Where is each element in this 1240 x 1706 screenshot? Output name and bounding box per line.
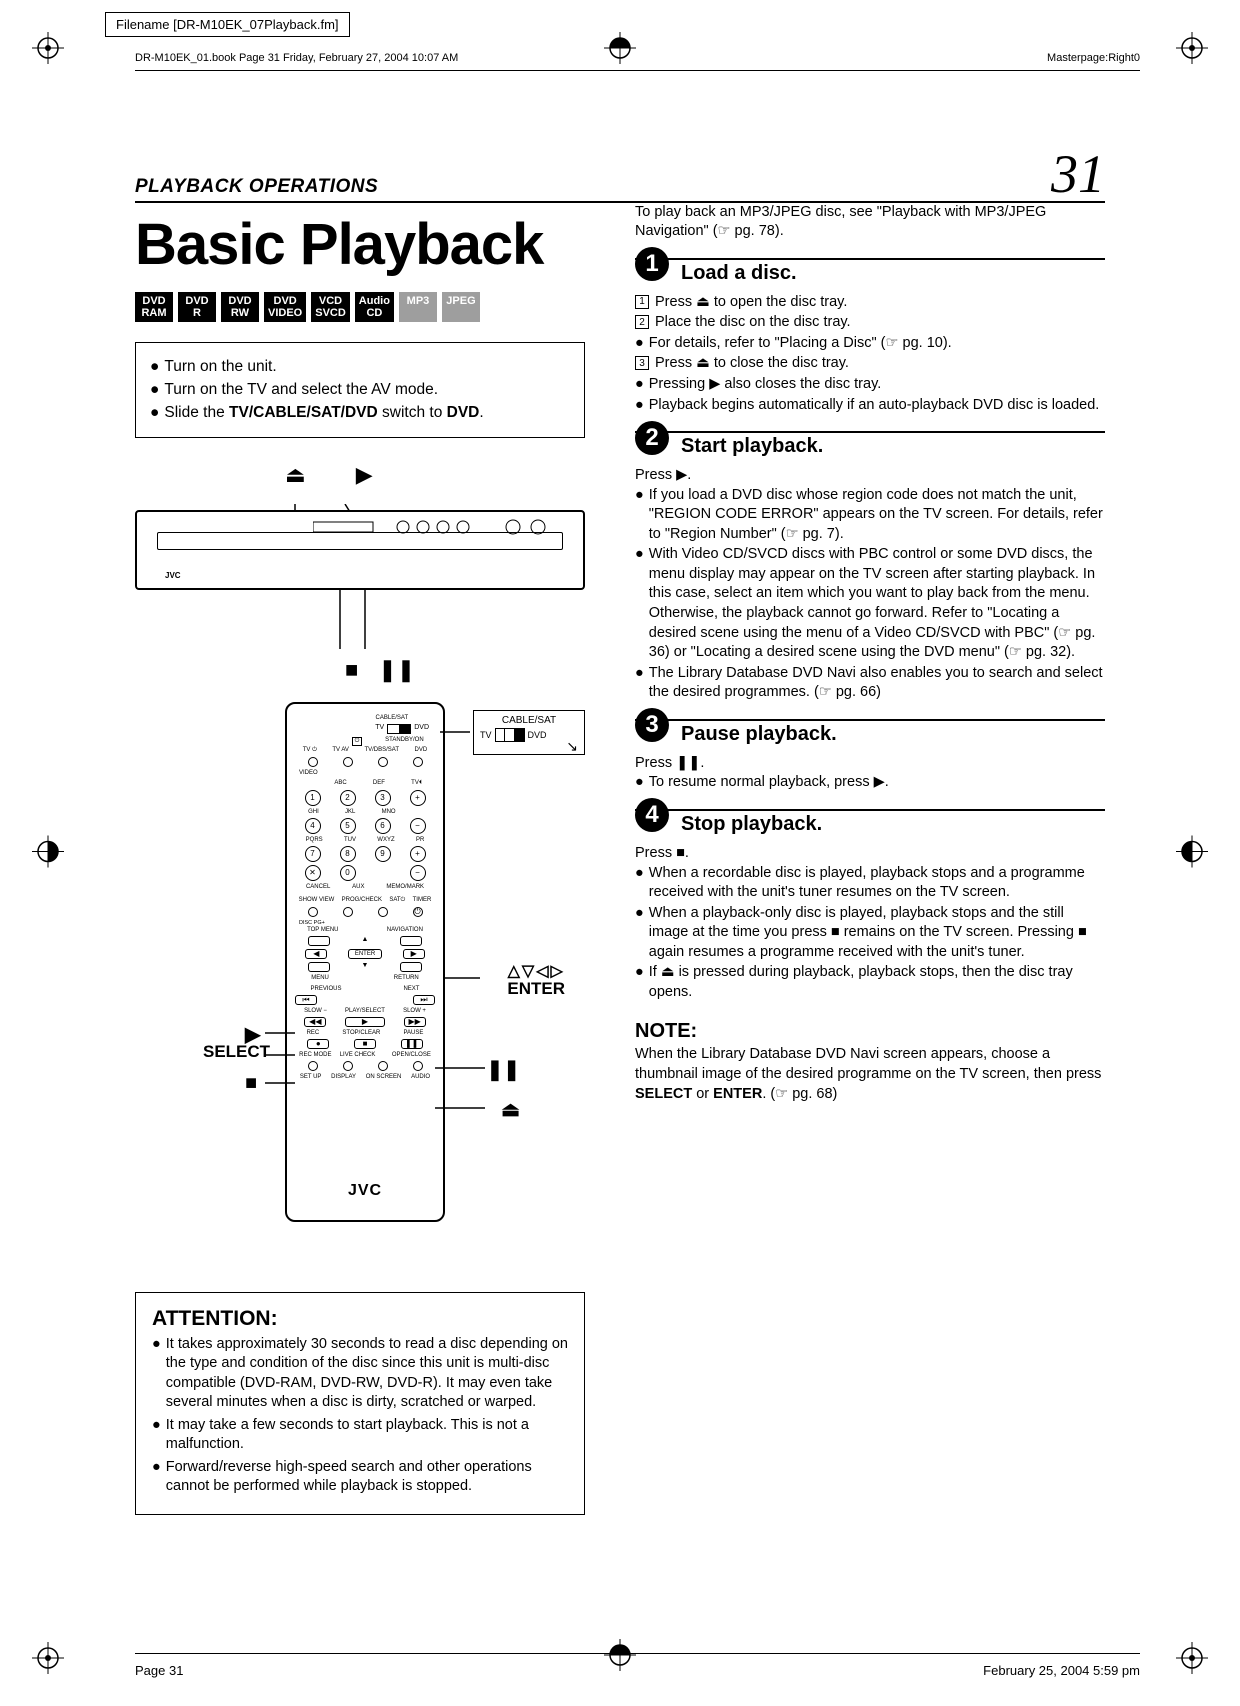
step-title: Stop playback.: [681, 813, 822, 836]
step-number: 4: [635, 798, 669, 832]
pause-callout-icon: ❚❚: [486, 1057, 520, 1082]
step-title: Start playback.: [681, 435, 823, 458]
step-line: ●Pressing ▶ also closes the disc tray.: [635, 375, 1105, 395]
format-badge: DVDVIDEO: [264, 292, 306, 322]
filename-label: Filename [DR-M10EK_07Playback.fm]: [105, 12, 350, 37]
play-callout-icon: ▶: [245, 1022, 260, 1047]
step-line: ●When a recordable disc is played, playb…: [635, 864, 1105, 903]
dvd-player-image: JVC: [135, 510, 585, 590]
step-lead: Press ■.: [635, 844, 1105, 864]
callout-line: [435, 1107, 485, 1109]
setup-line: Turn on the unit.: [164, 355, 276, 378]
eject-icon: ⏏: [285, 462, 306, 488]
remote-body: CABLE/SAT TV DVD ⏻STANDBY/ON TV ⏻TV AVTV…: [285, 702, 445, 1222]
play-icon: ▶: [356, 462, 373, 488]
crop-mark-icon: [1176, 1642, 1208, 1674]
callout-line: [440, 722, 480, 742]
page-number: 31: [1051, 150, 1105, 199]
stop-callout-icon: ■: [245, 1072, 257, 1095]
stop-icon: ■: [345, 657, 358, 683]
book-header-label: DR-M10EK_01.book Page 31 Friday, Februar…: [135, 52, 458, 64]
masterpage-label: Masterpage:Right0: [1047, 52, 1140, 64]
setup-box: ●Turn on the unit. ●Turn on the TV and s…: [135, 342, 585, 438]
enter-callout: △▽◁▷ ENTER: [507, 962, 565, 999]
note-body: When the Library Database DVD Navi scree…: [635, 1045, 1105, 1104]
format-badge: DVDRAM: [135, 292, 173, 322]
intro-text: To play back an MP3/JPEG disc, see "Play…: [635, 203, 1105, 242]
step-number: 3: [635, 708, 669, 742]
callout-line: [265, 1054, 295, 1056]
crop-mark-icon: [1176, 836, 1208, 871]
step-block: 2Start playback.Press ▶.●If you load a D…: [635, 431, 1105, 703]
callout-line: [265, 1032, 295, 1034]
footer-page-label: Page 31: [135, 1663, 183, 1678]
step-line: 1Press ⏏ to open the disc tray.: [635, 293, 1105, 313]
callout-line: [445, 977, 485, 979]
format-badge: VCDSVCD: [311, 292, 350, 322]
format-badge: MP3: [399, 292, 437, 322]
cable-sat-callout: CABLE/SAT TV DVD ↘: [473, 710, 585, 755]
step-line: ●The Library Database DVD Navi also enab…: [635, 664, 1105, 703]
device-diagram: ⏏ ▶ JVC: [135, 462, 585, 692]
note-title: NOTE:: [635, 1020, 1105, 1043]
crop-mark-icon: [32, 1642, 64, 1674]
step-line: ●To resume normal playback, press ▶.: [635, 773, 1105, 793]
step-line: ●For details, refer to "Placing a Disc" …: [635, 334, 1105, 354]
page-title: Basic Playback: [135, 211, 585, 278]
header-rule: [135, 70, 1140, 71]
step-title: Pause playback.: [681, 723, 837, 746]
step-block: 4Stop playback.Press ■.●When a recordabl…: [635, 809, 1105, 1003]
step-lead: Press ▶.: [635, 466, 1105, 486]
pause-icon: ❚❚: [378, 657, 415, 683]
jvc-logo: JVC: [348, 1182, 382, 1200]
crop-mark-icon: [32, 836, 64, 871]
step-lead: Press ❚❚.: [635, 754, 1105, 774]
format-badge: AudioCD: [355, 292, 394, 322]
format-badge: DVDR: [178, 292, 216, 322]
step-substep-number: 2: [635, 315, 649, 329]
step-substep-number: 3: [635, 356, 649, 370]
step-substep-number: 1: [635, 295, 649, 309]
step-line: ●If you load a DVD disc whose region cod…: [635, 486, 1105, 545]
step-block: 3Pause playback.Press ❚❚.●To resume norm…: [635, 719, 1105, 793]
step-number: 1: [635, 247, 669, 281]
step-block: 1 Load a disc. 1Press ⏏ to open the disc t…: [635, 258, 1105, 415]
callout-line: [265, 1082, 295, 1084]
setup-line: Turn on the TV and select the AV mode.: [164, 378, 438, 401]
step-line: ●With Video CD/SVCD discs with PBC contr…: [635, 545, 1105, 662]
attention-item: It takes approximately 30 seconds to rea…: [166, 1335, 568, 1413]
attention-item: It may take a few seconds to start playb…: [166, 1416, 568, 1455]
step-line: 3Press ⏏ to close the disc tray.: [635, 354, 1105, 374]
step-line: ●If ⏏ is pressed during playback, playba…: [635, 963, 1105, 1002]
step-line: ●When a playback-only disc is played, pl…: [635, 904, 1105, 963]
step-line: ●Playback begins automatically if an aut…: [635, 396, 1105, 416]
remote-diagram: CABLE/SAT TV DVD ⏻STANDBY/ON TV ⏻TV AVTV…: [135, 702, 585, 1262]
format-badges: DVDRAMDVDRDVDRWDVDVIDEOVCDSVCDAudioCDMP3…: [135, 292, 585, 322]
eject-callout-icon: ⏏: [501, 1097, 520, 1122]
format-badge: DVDRW: [221, 292, 259, 322]
attention-item: Forward/reverse high-speed search and ot…: [166, 1458, 568, 1497]
crop-mark-icon: [32, 32, 64, 64]
format-badge: JPEG: [442, 292, 480, 322]
setup-line: Slide the TV/CABLE/SAT/DVD switch to DVD…: [164, 401, 483, 424]
step-title: Load a disc.: [681, 262, 797, 285]
footer-rule: [135, 1653, 1140, 1654]
attention-title: ATTENTION:: [152, 1307, 568, 1331]
attention-box: ATTENTION: ●It takes approximately 30 se…: [135, 1292, 585, 1516]
step-number: 2: [635, 421, 669, 455]
footer-date-label: February 25, 2004 5:59 pm: [983, 1663, 1140, 1678]
step-line: 2Place the disc on the disc tray.: [635, 313, 1105, 333]
section-title: PLAYBACK OPERATIONS: [135, 176, 378, 198]
callout-line: [435, 1067, 485, 1069]
crop-mark-icon: [1176, 32, 1208, 64]
